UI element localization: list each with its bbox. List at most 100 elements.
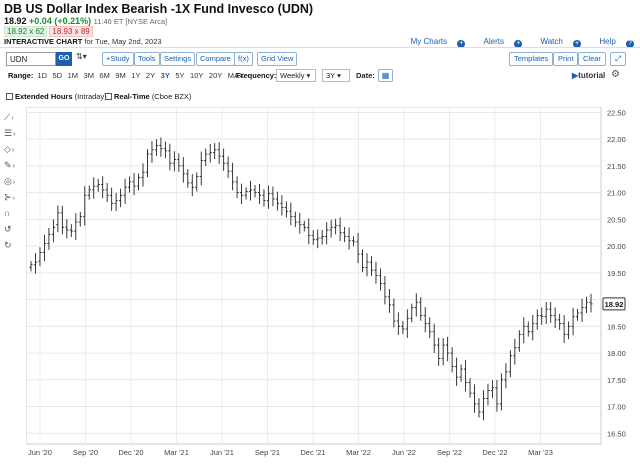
- extended-hours-checkbox[interactable]: Extended Hours (Intraday): [6, 92, 107, 101]
- go-button[interactable]: GO: [56, 52, 72, 66]
- grid-view-button[interactable]: Grid View: [257, 52, 298, 66]
- watch-link[interactable]: Watch +: [532, 37, 582, 48]
- ohlc-bar: [401, 321, 405, 335]
- ohlc-bar: [338, 217, 342, 242]
- range-option-1d[interactable]: 1D: [37, 71, 48, 80]
- ohlc-bar: [325, 222, 329, 245]
- bid-ask: 18.92 x 62 18.93 x 89: [4, 26, 93, 37]
- range-option-20y[interactable]: 20Y: [208, 71, 223, 80]
- x-tick-label: Dec '22: [482, 448, 507, 457]
- fibonacci-tool-icon[interactable]: ☰›: [4, 128, 16, 138]
- last-price: 18.92: [4, 16, 27, 26]
- ohlc-bar: [239, 183, 244, 205]
- y-tick-label: 18.00: [607, 349, 626, 358]
- ohlc-bar: [481, 390, 486, 421]
- ohlc-bar: [186, 169, 190, 188]
- ohlc-bar: [396, 312, 400, 335]
- ohlc-bar: [441, 337, 445, 366]
- print-button[interactable]: Print: [553, 52, 579, 66]
- price-chart[interactable]: 22.5022.0021.5021.0020.5020.0019.5019.00…: [26, 107, 640, 459]
- symbol-input[interactable]: UDN: [6, 52, 56, 66]
- measure-tool-icon[interactable]: ◎›: [4, 176, 16, 186]
- page-title: DB US Dollar Index Bearish -1X Fund Inve…: [4, 2, 314, 16]
- trendline-tool-icon[interactable]: ⟋›: [4, 112, 14, 122]
- range-option-9m[interactable]: 9M: [115, 71, 126, 80]
- ohlc-bar: [419, 297, 423, 321]
- ohlc-bar: [38, 247, 42, 267]
- my-charts-link[interactable]: My Charts +: [403, 37, 466, 48]
- range-option-1m[interactable]: 1M: [67, 71, 79, 80]
- ohlc-bar: [334, 218, 338, 235]
- redo-icon[interactable]: ↻: [4, 240, 12, 250]
- ohlc-bar: [387, 288, 391, 313]
- ohlc-bar: [356, 232, 360, 264]
- ohlc-bar: [459, 364, 463, 382]
- ohlc-bar: [213, 143, 217, 160]
- settings-button[interactable]: Settings: [160, 52, 196, 66]
- range-option-1y[interactable]: 1Y: [131, 71, 141, 80]
- function-button[interactable]: f(x): [234, 52, 253, 66]
- magnet-icon[interactable]: ∩: [4, 208, 11, 218]
- compare-button[interactable]: Compare: [196, 52, 235, 66]
- gear-icon[interactable]: ⚙: [611, 69, 620, 80]
- range-option-3m[interactable]: 3M: [83, 71, 94, 80]
- range-option-3y[interactable]: 3Y: [160, 71, 170, 80]
- ohlc-bar: [437, 337, 441, 366]
- x-tick-label: Sep '22: [437, 448, 462, 457]
- range-option-5d[interactable]: 5D: [52, 71, 63, 80]
- clear-button[interactable]: Clear: [578, 52, 606, 66]
- frequency-select[interactable]: Weekly ▾: [276, 69, 316, 82]
- compare-symbols-icon[interactable]: ⇅▾: [76, 52, 87, 61]
- watch-label: Watch: [540, 37, 563, 46]
- help-link[interactable]: Help ?: [591, 37, 634, 48]
- expand-icon[interactable]: ⤢: [610, 52, 626, 66]
- ohlc-bar: [526, 321, 530, 337]
- ohlc-bar: [508, 350, 512, 378]
- chart-heading: INTERACTIVE CHART for Tue, May 2nd, 2023: [4, 37, 162, 46]
- range-option-6m[interactable]: 6M: [99, 71, 110, 80]
- annotation-tool-icon[interactable]: ✎›: [4, 160, 15, 170]
- x-tick-label: Sep '20: [73, 448, 98, 457]
- range-option-max[interactable]: MAX: [227, 71, 245, 80]
- range-option-2y[interactable]: 2Y: [145, 71, 156, 80]
- ohlc-bar: [231, 162, 235, 191]
- ohlc-bar: [316, 229, 320, 249]
- ohlc-bar: [101, 176, 105, 199]
- range-option-10y[interactable]: 10Y: [190, 71, 204, 80]
- range-selector: Range: 1D 5D 1M 3M 6M 9M 1Y 2Y 3Y 5Y 10Y 20Y MAX: [8, 71, 255, 80]
- calendar-icon[interactable]: ▦: [378, 69, 393, 82]
- ohlc-bar: [208, 144, 212, 163]
- undo-icon[interactable]: ↺: [4, 224, 12, 234]
- ohlc-bar: [226, 156, 230, 178]
- realtime-label: Real-Time: [114, 92, 150, 101]
- ohlc-bar: [468, 378, 472, 398]
- ohlc-bar: [513, 338, 517, 365]
- tools-button[interactable]: Tools: [134, 52, 160, 66]
- quote-line: 18.92 +0.04 (+0.21%) 11:46 ET [NYSE Arca…: [4, 16, 167, 26]
- ohlc-bar: [405, 309, 409, 338]
- y-tick-label: 21.00: [607, 189, 626, 198]
- help-icon: ?: [626, 40, 634, 48]
- chevron-down-icon: ▾: [306, 71, 311, 80]
- ohlc-bar: [584, 296, 589, 314]
- checkbox-box: [105, 93, 112, 100]
- pattern-tool-icon[interactable]: ⊱›: [4, 192, 15, 202]
- alerts-link[interactable]: Alerts +: [476, 37, 523, 48]
- tutorial-link[interactable]: ▶tutorial: [572, 71, 605, 80]
- chevron-down-icon: ▾: [337, 71, 341, 80]
- shapes-tool-icon[interactable]: ◇›: [4, 144, 15, 154]
- realtime-checkbox[interactable]: Real-Time (Cboe BZX): [105, 92, 191, 101]
- ohlc-bar: [96, 178, 100, 192]
- add-study-button[interactable]: +Study: [102, 52, 134, 66]
- ohlc-bar: [181, 157, 185, 183]
- y-tick-label: 22.50: [607, 108, 626, 117]
- last-price-badge: [602, 297, 626, 311]
- ohlc-bar: [477, 398, 481, 418]
- range-option-5y[interactable]: 5Y: [175, 71, 185, 80]
- period-select[interactable]: 3Y ▾: [322, 69, 350, 82]
- ohlc-bar: [360, 249, 365, 273]
- x-tick-label: Jun '21: [210, 448, 234, 457]
- ohlc-bar: [535, 309, 539, 330]
- templates-button[interactable]: Templates: [509, 52, 554, 66]
- y-tick-label: 21.50: [607, 162, 626, 171]
